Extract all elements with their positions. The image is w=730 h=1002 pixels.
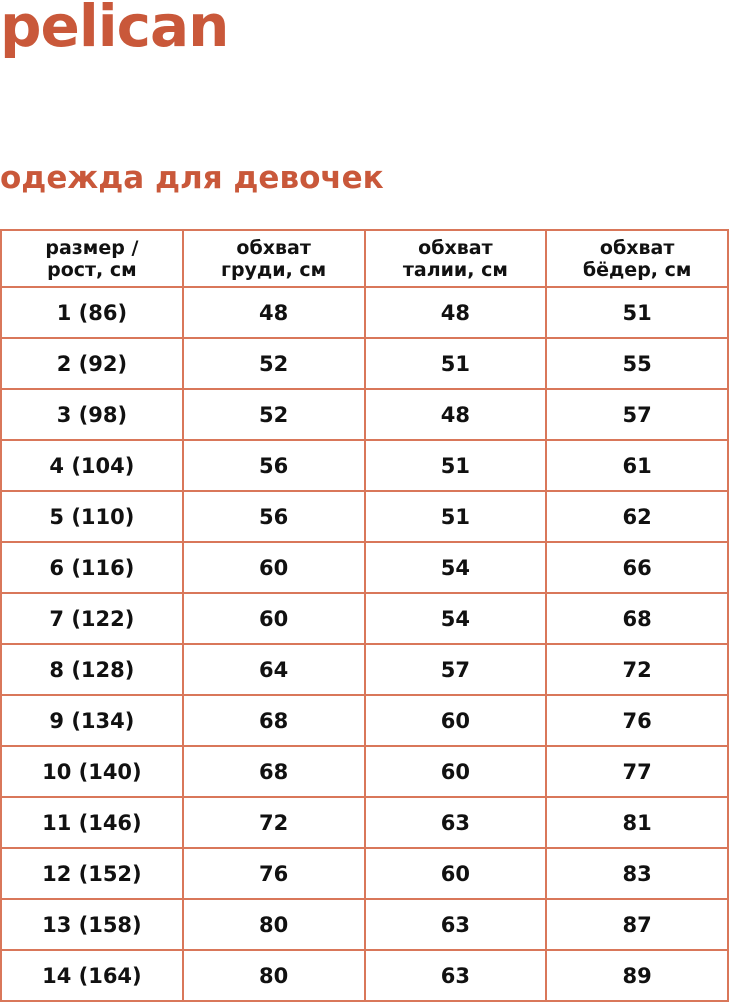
cell-size: 5 (110)	[0, 490, 184, 543]
header-size-height: размер / рост, см	[0, 229, 184, 288]
header-hips: обхват бёдер, см	[545, 229, 729, 288]
table-row: 3 (98) 52 48 57	[0, 388, 729, 441]
table-row: 1 (86) 48 48 51	[0, 286, 729, 339]
cell-hips: 89	[545, 949, 729, 1002]
table-row: 7 (122) 60 54 68	[0, 592, 729, 645]
table-header-row: размер / рост, см обхват груди, см обхват тал…	[0, 229, 729, 288]
cell-waist: 57	[363, 643, 548, 696]
cell-waist: 48	[363, 388, 548, 441]
cell-waist: 60	[363, 745, 548, 798]
table-row: 10 (140) 68 60 77	[0, 745, 729, 798]
cell-size: 8 (128)	[0, 643, 184, 696]
cell-chest: 52	[181, 388, 366, 441]
cell-waist: 51	[363, 490, 548, 543]
cell-size: 4 (104)	[0, 439, 184, 492]
cell-size: 14 (164)	[0, 949, 184, 1002]
cell-size: 9 (134)	[0, 694, 184, 747]
pelican-logo: pelican	[0, 0, 229, 60]
cell-hips: 72	[545, 643, 729, 696]
cell-waist: 54	[363, 592, 548, 645]
cell-hips: 87	[545, 898, 729, 951]
cell-chest: 76	[181, 847, 366, 900]
table-row: 8 (128) 64 57 72	[0, 643, 729, 696]
cell-hips: 77	[545, 745, 729, 798]
cell-waist: 51	[363, 337, 548, 390]
cell-hips: 66	[545, 541, 729, 594]
cell-hips: 57	[545, 388, 729, 441]
table-row: 6 (116) 60 54 66	[0, 541, 729, 594]
cell-waist: 63	[363, 898, 548, 951]
cell-size: 11 (146)	[0, 796, 184, 849]
cell-chest: 60	[181, 592, 366, 645]
cell-size: 12 (152)	[0, 847, 184, 900]
cell-hips: 81	[545, 796, 729, 849]
cell-chest: 80	[181, 949, 366, 1002]
header-line: обхват	[599, 236, 675, 259]
table-row: 2 (92) 52 51 55	[0, 337, 729, 390]
cell-waist: 60	[363, 847, 548, 900]
cell-waist: 63	[363, 796, 548, 849]
cell-hips: 62	[545, 490, 729, 543]
header-line: обхват	[236, 236, 311, 259]
cell-waist: 60	[363, 694, 548, 747]
cell-hips: 68	[545, 592, 729, 645]
table-row: 9 (134) 68 60 76	[0, 694, 729, 747]
header-line: груди, см	[221, 258, 327, 281]
cell-hips: 61	[545, 439, 729, 492]
cell-chest: 60	[181, 541, 366, 594]
cell-size: 6 (116)	[0, 541, 184, 594]
cell-hips: 76	[545, 694, 729, 747]
cell-chest: 56	[181, 439, 366, 492]
header-chest: обхват груди, см	[181, 229, 366, 288]
table-row: 12 (152) 76 60 83	[0, 847, 729, 900]
table-row: 14 (164) 80 63 89	[0, 949, 729, 1002]
cell-size: 2 (92)	[0, 337, 184, 390]
header-line: размер /	[45, 236, 139, 259]
cell-waist: 51	[363, 439, 548, 492]
cell-size: 7 (122)	[0, 592, 184, 645]
table-row: 4 (104) 56 51 61	[0, 439, 729, 492]
cell-hips: 83	[545, 847, 729, 900]
header-waist: обхват талии, см	[363, 229, 548, 288]
size-chart-table: размер / рост, см обхват груди, см обхват тал…	[0, 229, 729, 1002]
table-row: 13 (158) 80 63 87	[0, 898, 729, 951]
cell-waist: 54	[363, 541, 548, 594]
table-row: 11 (146) 72 63 81	[0, 796, 729, 849]
cell-size: 1 (86)	[0, 286, 184, 339]
cell-chest: 68	[181, 745, 366, 798]
cell-size: 3 (98)	[0, 388, 184, 441]
cell-chest: 68	[181, 694, 366, 747]
cell-hips: 51	[545, 286, 729, 339]
cell-chest: 52	[181, 337, 366, 390]
cell-hips: 55	[545, 337, 729, 390]
header-line: обхват	[418, 236, 493, 259]
header-line: рост, см	[47, 258, 137, 281]
cell-chest: 72	[181, 796, 366, 849]
cell-chest: 48	[181, 286, 366, 339]
cell-chest: 64	[181, 643, 366, 696]
cell-waist: 63	[363, 949, 548, 1002]
cell-chest: 80	[181, 898, 366, 951]
cell-waist: 48	[363, 286, 548, 339]
table-row: 5 (110) 56 51 62	[0, 490, 729, 543]
cell-size: 13 (158)	[0, 898, 184, 951]
header-line: талии, см	[402, 258, 508, 281]
page-title: одежда для девочек	[0, 160, 384, 196]
cell-size: 10 (140)	[0, 745, 184, 798]
header-line: бёдер, см	[582, 258, 692, 281]
cell-chest: 56	[181, 490, 366, 543]
